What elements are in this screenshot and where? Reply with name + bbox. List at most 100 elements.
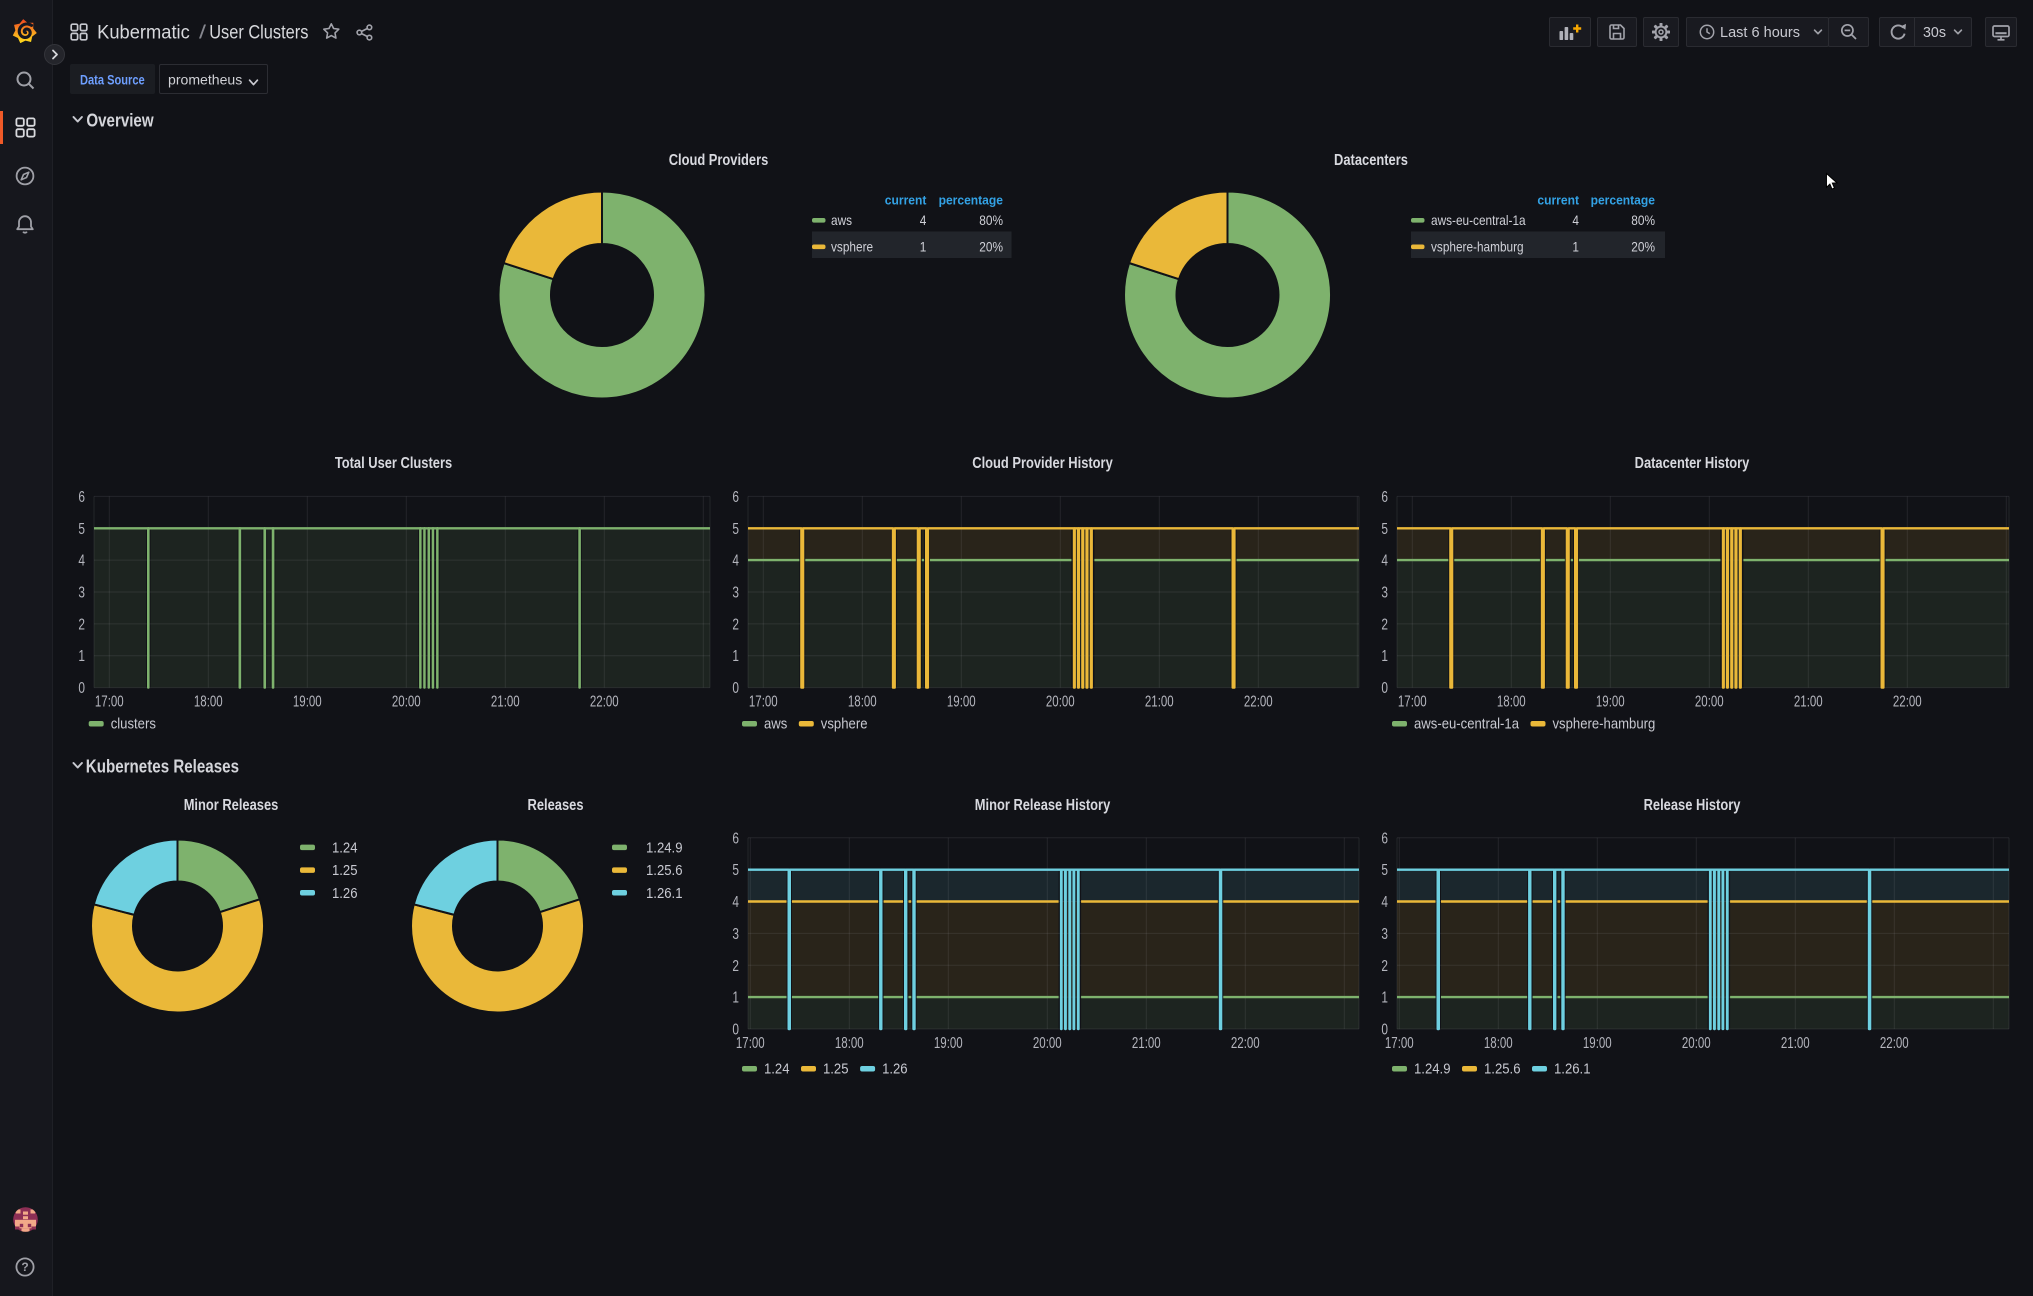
svg-text:22:00: 22:00 (1244, 694, 1273, 711)
svg-text:vsphere-hamburg: vsphere-hamburg (1431, 238, 1524, 254)
svg-text:0: 0 (78, 680, 85, 697)
svg-text:percentage: percentage (939, 193, 1003, 208)
svg-text:3: 3 (1381, 585, 1388, 602)
svg-text:21:00: 21:00 (1132, 1035, 1161, 1052)
svg-text:30s: 30s (1923, 24, 1946, 41)
svg-text:22:00: 22:00 (1231, 1035, 1260, 1052)
svg-text:3: 3 (732, 585, 739, 602)
svg-text:User Clusters: User Clusters (209, 23, 308, 44)
svg-text:18:00: 18:00 (848, 694, 877, 711)
svg-text:5: 5 (1381, 521, 1388, 538)
svg-text:1: 1 (1381, 648, 1388, 665)
svg-text:2: 2 (78, 616, 85, 633)
svg-text:21:00: 21:00 (1794, 694, 1823, 711)
svg-text:20:00: 20:00 (1695, 694, 1724, 711)
svg-text:80%: 80% (979, 212, 1003, 228)
svg-text:20:00: 20:00 (1046, 694, 1075, 711)
svg-text:2: 2 (1381, 958, 1388, 975)
svg-text:4: 4 (732, 894, 739, 911)
svg-text:5: 5 (78, 521, 85, 538)
svg-text:4: 4 (78, 553, 85, 570)
svg-text:0: 0 (732, 680, 739, 697)
svg-text:aws: aws (831, 212, 852, 228)
svg-text:4: 4 (732, 553, 739, 570)
svg-text:19:00: 19:00 (293, 694, 322, 711)
svg-text:21:00: 21:00 (491, 694, 520, 711)
svg-text:1.24.9: 1.24.9 (1414, 1062, 1451, 1078)
svg-text:2: 2 (1381, 616, 1388, 633)
svg-text:22:00: 22:00 (1880, 1035, 1909, 1052)
svg-text:18:00: 18:00 (194, 694, 223, 711)
svg-text:aws: aws (764, 717, 787, 733)
svg-text:2: 2 (732, 616, 739, 633)
svg-text:1: 1 (1572, 238, 1579, 254)
svg-text:1: 1 (78, 648, 85, 665)
svg-text:Data Source: Data Source (80, 73, 145, 88)
svg-text:5: 5 (732, 521, 739, 538)
svg-text:17:00: 17:00 (1398, 694, 1427, 711)
svg-text:0: 0 (732, 1022, 739, 1039)
svg-text:?: ? (21, 1260, 28, 1274)
svg-text:1.26.1: 1.26.1 (1554, 1062, 1591, 1078)
svg-text:Kubermatic: Kubermatic (97, 23, 190, 44)
svg-text:aws-eu-central-1a: aws-eu-central-1a (1414, 717, 1520, 733)
svg-text:1: 1 (920, 238, 927, 254)
svg-text:21:00: 21:00 (1145, 694, 1174, 711)
svg-text:6: 6 (732, 489, 739, 506)
svg-text:20:00: 20:00 (392, 694, 421, 711)
svg-text:vsphere: vsphere (821, 717, 868, 733)
svg-text:clusters: clusters (111, 717, 156, 733)
svg-text:/: / (199, 23, 207, 44)
svg-text:6: 6 (1381, 830, 1388, 847)
svg-text:20%: 20% (979, 238, 1003, 254)
svg-text:Minor Release History: Minor Release History (975, 797, 1111, 814)
svg-text:aws-eu-central-1a: aws-eu-central-1a (1431, 212, 1526, 228)
svg-text:17:00: 17:00 (736, 1035, 765, 1052)
svg-text:3: 3 (1381, 926, 1388, 943)
svg-text:80%: 80% (1631, 212, 1655, 228)
svg-text:Kubernetes Releases: Kubernetes Releases (86, 757, 239, 777)
svg-text:vsphere: vsphere (831, 238, 873, 254)
svg-text:Overview: Overview (86, 111, 154, 131)
svg-text:1: 1 (732, 990, 739, 1007)
svg-text:18:00: 18:00 (835, 1035, 864, 1052)
svg-text:18:00: 18:00 (1484, 1035, 1513, 1052)
svg-text:Minor Releases: Minor Releases (184, 797, 279, 814)
svg-text:4: 4 (1381, 553, 1388, 570)
svg-text:22:00: 22:00 (590, 694, 619, 711)
svg-text:1.25: 1.25 (823, 1062, 849, 1078)
svg-text:3: 3 (78, 585, 85, 602)
svg-text:4: 4 (920, 212, 927, 228)
svg-text:17:00: 17:00 (95, 694, 124, 711)
svg-text:21:00: 21:00 (1781, 1035, 1810, 1052)
svg-text:6: 6 (1381, 489, 1388, 506)
svg-text:17:00: 17:00 (749, 694, 778, 711)
svg-text:1.25: 1.25 (332, 863, 358, 879)
svg-text:19:00: 19:00 (1583, 1035, 1612, 1052)
svg-text:17:00: 17:00 (1385, 1035, 1414, 1052)
svg-text:20:00: 20:00 (1033, 1035, 1062, 1052)
svg-text:19:00: 19:00 (947, 694, 976, 711)
svg-text:18:00: 18:00 (1497, 694, 1526, 711)
svg-text:1.24: 1.24 (332, 840, 358, 856)
svg-text:Datacenters: Datacenters (1334, 152, 1408, 169)
svg-text:Total User Clusters: Total User Clusters (335, 455, 452, 472)
svg-text:20:00: 20:00 (1682, 1035, 1711, 1052)
svg-text:1.26.1: 1.26.1 (646, 886, 683, 902)
svg-text:Datacenter History: Datacenter History (1635, 455, 1750, 472)
svg-text:1.24.9: 1.24.9 (646, 840, 683, 856)
svg-text:0: 0 (1381, 1022, 1388, 1039)
svg-text:1.25.6: 1.25.6 (1484, 1062, 1521, 1078)
svg-text:1: 1 (1381, 990, 1388, 1007)
svg-text:Release History: Release History (1644, 797, 1741, 814)
svg-text:2: 2 (732, 958, 739, 975)
svg-text:1.25.6: 1.25.6 (646, 863, 683, 879)
svg-text:1.24: 1.24 (764, 1062, 790, 1078)
svg-text:Cloud Provider History: Cloud Provider History (972, 455, 1113, 472)
svg-text:current: current (885, 193, 927, 208)
svg-text:5: 5 (1381, 862, 1388, 879)
svg-text:19:00: 19:00 (934, 1035, 963, 1052)
svg-text:Last 6 hours: Last 6 hours (1720, 24, 1800, 41)
svg-text:6: 6 (78, 489, 85, 506)
svg-text:4: 4 (1381, 894, 1388, 911)
